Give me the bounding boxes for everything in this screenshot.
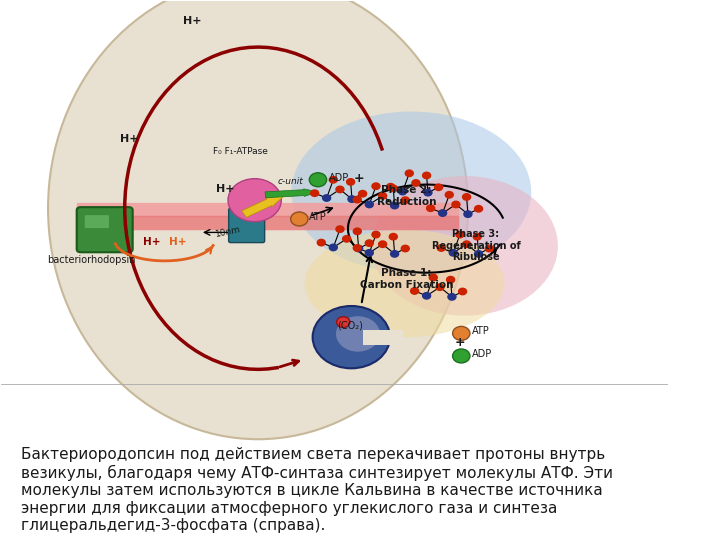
FancyBboxPatch shape [77,216,459,230]
Circle shape [365,249,373,256]
Text: Phase 2:
Reduction: Phase 2: Reduction [377,185,436,207]
Circle shape [355,245,363,252]
Circle shape [453,349,470,363]
Circle shape [401,245,409,252]
FancyBboxPatch shape [77,207,132,252]
Circle shape [329,244,337,251]
Circle shape [427,205,435,212]
Circle shape [390,185,397,192]
Circle shape [359,191,366,197]
Circle shape [445,192,454,198]
Circle shape [435,184,443,191]
Circle shape [390,233,397,240]
Text: ADP: ADP [472,349,492,359]
Text: 10nm: 10nm [215,225,242,239]
Text: (CO₂): (CO₂) [337,320,363,330]
FancyBboxPatch shape [77,203,459,218]
Circle shape [291,212,308,226]
Circle shape [453,326,470,340]
Circle shape [459,288,467,295]
Circle shape [456,231,464,238]
Text: bacteriorhodopsin: bacteriorhodopsin [47,255,135,265]
Circle shape [462,194,471,200]
Circle shape [399,188,407,195]
FancyArrow shape [242,195,285,218]
Ellipse shape [48,0,468,439]
Circle shape [312,306,390,368]
Circle shape [354,245,361,251]
Circle shape [464,211,472,218]
Circle shape [323,195,330,201]
Circle shape [423,293,431,299]
Circle shape [348,196,356,202]
Circle shape [365,240,373,246]
Circle shape [452,201,460,208]
Ellipse shape [372,176,558,316]
Circle shape [343,235,351,242]
Circle shape [365,201,373,208]
Circle shape [401,197,409,204]
Text: H+: H+ [120,134,138,144]
Circle shape [354,228,361,234]
Circle shape [391,251,399,257]
Circle shape [228,179,282,221]
Circle shape [336,226,344,232]
Text: ATP: ATP [310,212,327,222]
Text: ADP: ADP [329,173,349,184]
FancyBboxPatch shape [85,215,109,228]
Text: Phase 1:
Carbon Fixation: Phase 1: Carbon Fixation [360,268,454,290]
Text: +: + [354,172,364,185]
Circle shape [429,274,437,281]
Circle shape [379,193,387,199]
Text: F₀ F₁-ATPase: F₀ F₁-ATPase [213,147,269,157]
Circle shape [329,177,337,183]
Text: Бактериородопсин под действием света перекачивает протоны внутрь
везикулы, благо: Бактериородопсин под действием света пер… [22,447,613,533]
Circle shape [391,202,399,209]
Circle shape [346,179,355,185]
Circle shape [354,197,361,203]
Circle shape [449,249,457,256]
Text: H+: H+ [216,184,235,194]
Circle shape [412,180,420,186]
Circle shape [318,239,325,246]
Text: +: + [454,336,465,349]
Circle shape [372,183,380,190]
Circle shape [438,210,446,217]
Circle shape [372,231,380,238]
FancyBboxPatch shape [364,329,403,345]
Circle shape [485,245,493,252]
Ellipse shape [292,112,531,273]
Text: c-unit: c-unit [278,177,304,186]
Ellipse shape [305,230,505,337]
Circle shape [336,316,380,352]
Circle shape [462,241,471,247]
Circle shape [405,170,413,177]
Circle shape [310,173,327,187]
Circle shape [474,251,482,257]
Circle shape [473,233,481,240]
Circle shape [337,317,350,327]
Text: H+: H+ [183,16,201,26]
Text: H+: H+ [169,237,187,247]
Circle shape [379,241,387,247]
FancyBboxPatch shape [229,208,265,242]
Text: H+: H+ [143,237,160,247]
Text: Phase 3:
Regeneration of
Ribulose: Phase 3: Regeneration of Ribulose [431,229,521,262]
Circle shape [336,186,344,193]
Circle shape [410,288,418,294]
Circle shape [387,184,395,190]
Circle shape [474,206,482,212]
Text: ATP: ATP [472,327,490,336]
Circle shape [437,245,445,251]
Circle shape [423,172,431,179]
Circle shape [446,276,454,283]
Circle shape [436,284,444,291]
Circle shape [310,190,319,197]
FancyArrow shape [265,189,318,198]
Circle shape [448,294,456,300]
Circle shape [424,190,432,196]
